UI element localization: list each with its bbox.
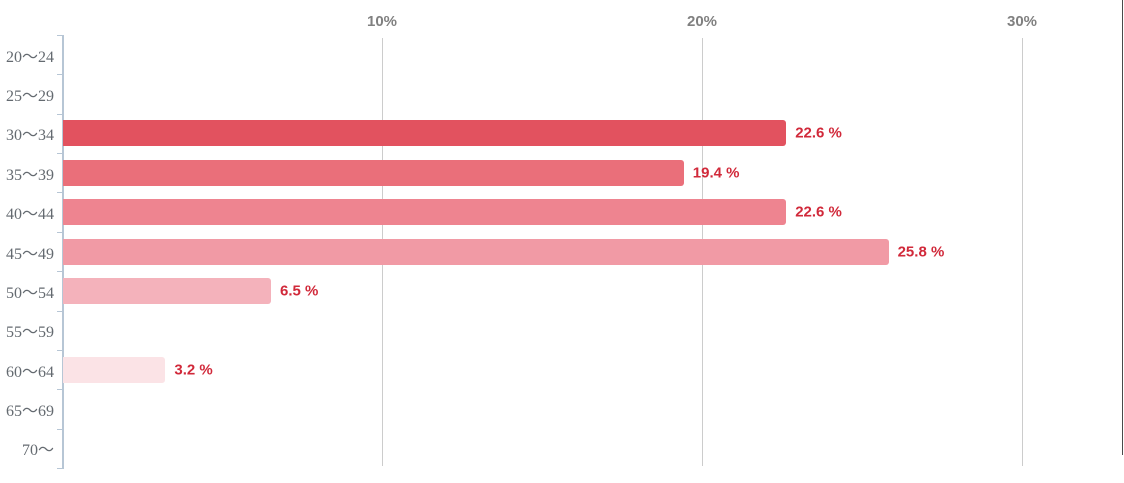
value-label-50〜54: 6.5 %	[280, 282, 319, 300]
bar-35〜39	[63, 159, 684, 186]
y-axis-tick	[57, 349, 64, 351]
category-label-40〜44: 40〜44	[5, 206, 54, 224]
y-axis-tick	[57, 310, 64, 312]
y-axis-tick	[57, 192, 64, 194]
category-label-25〜29: 25〜29	[5, 88, 54, 106]
value-label-45〜49: 25.8 %	[897, 243, 945, 260]
y-axis-tick	[57, 113, 64, 115]
bar-60〜64	[63, 356, 166, 383]
y-axis-tick	[57, 74, 64, 76]
y-axis-tick	[57, 153, 64, 155]
category-label-20〜24: 20〜24	[5, 48, 54, 66]
y-axis-tick	[57, 389, 64, 391]
category-label-55〜59: 55〜59	[5, 324, 54, 342]
y-axis-tick	[57, 231, 64, 233]
x-tick-label: 30%	[1006, 13, 1038, 30]
bar-30〜34	[63, 120, 787, 147]
category-label-65〜69: 65〜69	[5, 402, 54, 420]
category-label-70〜: 70〜	[21, 442, 54, 460]
y-axis-tick	[57, 35, 64, 36]
category-label-45〜49: 45〜49	[5, 245, 54, 263]
value-label-40〜44: 22.6 %	[795, 203, 842, 221]
bar-50〜54	[63, 277, 271, 304]
value-label-30〜34: 22.6 %	[795, 124, 842, 142]
category-label-35〜39: 35〜39	[5, 166, 54, 184]
value-label-35〜39: 19.4 %	[692, 164, 740, 182]
value-label-60〜64: 3.2 %	[174, 361, 213, 379]
x-tick-label: 10%	[366, 13, 398, 30]
y-axis-tick	[57, 468, 64, 469]
bar-45〜49	[63, 238, 889, 265]
window-right-border	[1122, 0, 1123, 455]
x-tick-label: 20%	[686, 13, 718, 30]
bar-40〜44	[63, 199, 787, 226]
y-axis-tick	[57, 428, 64, 430]
category-label-30〜34: 30〜34	[5, 127, 54, 145]
y-axis-tick	[57, 271, 64, 273]
category-label-60〜64: 60〜64	[5, 363, 54, 381]
category-label-50〜54: 50〜54	[5, 284, 54, 302]
gridline-30%	[1022, 38, 1023, 466]
